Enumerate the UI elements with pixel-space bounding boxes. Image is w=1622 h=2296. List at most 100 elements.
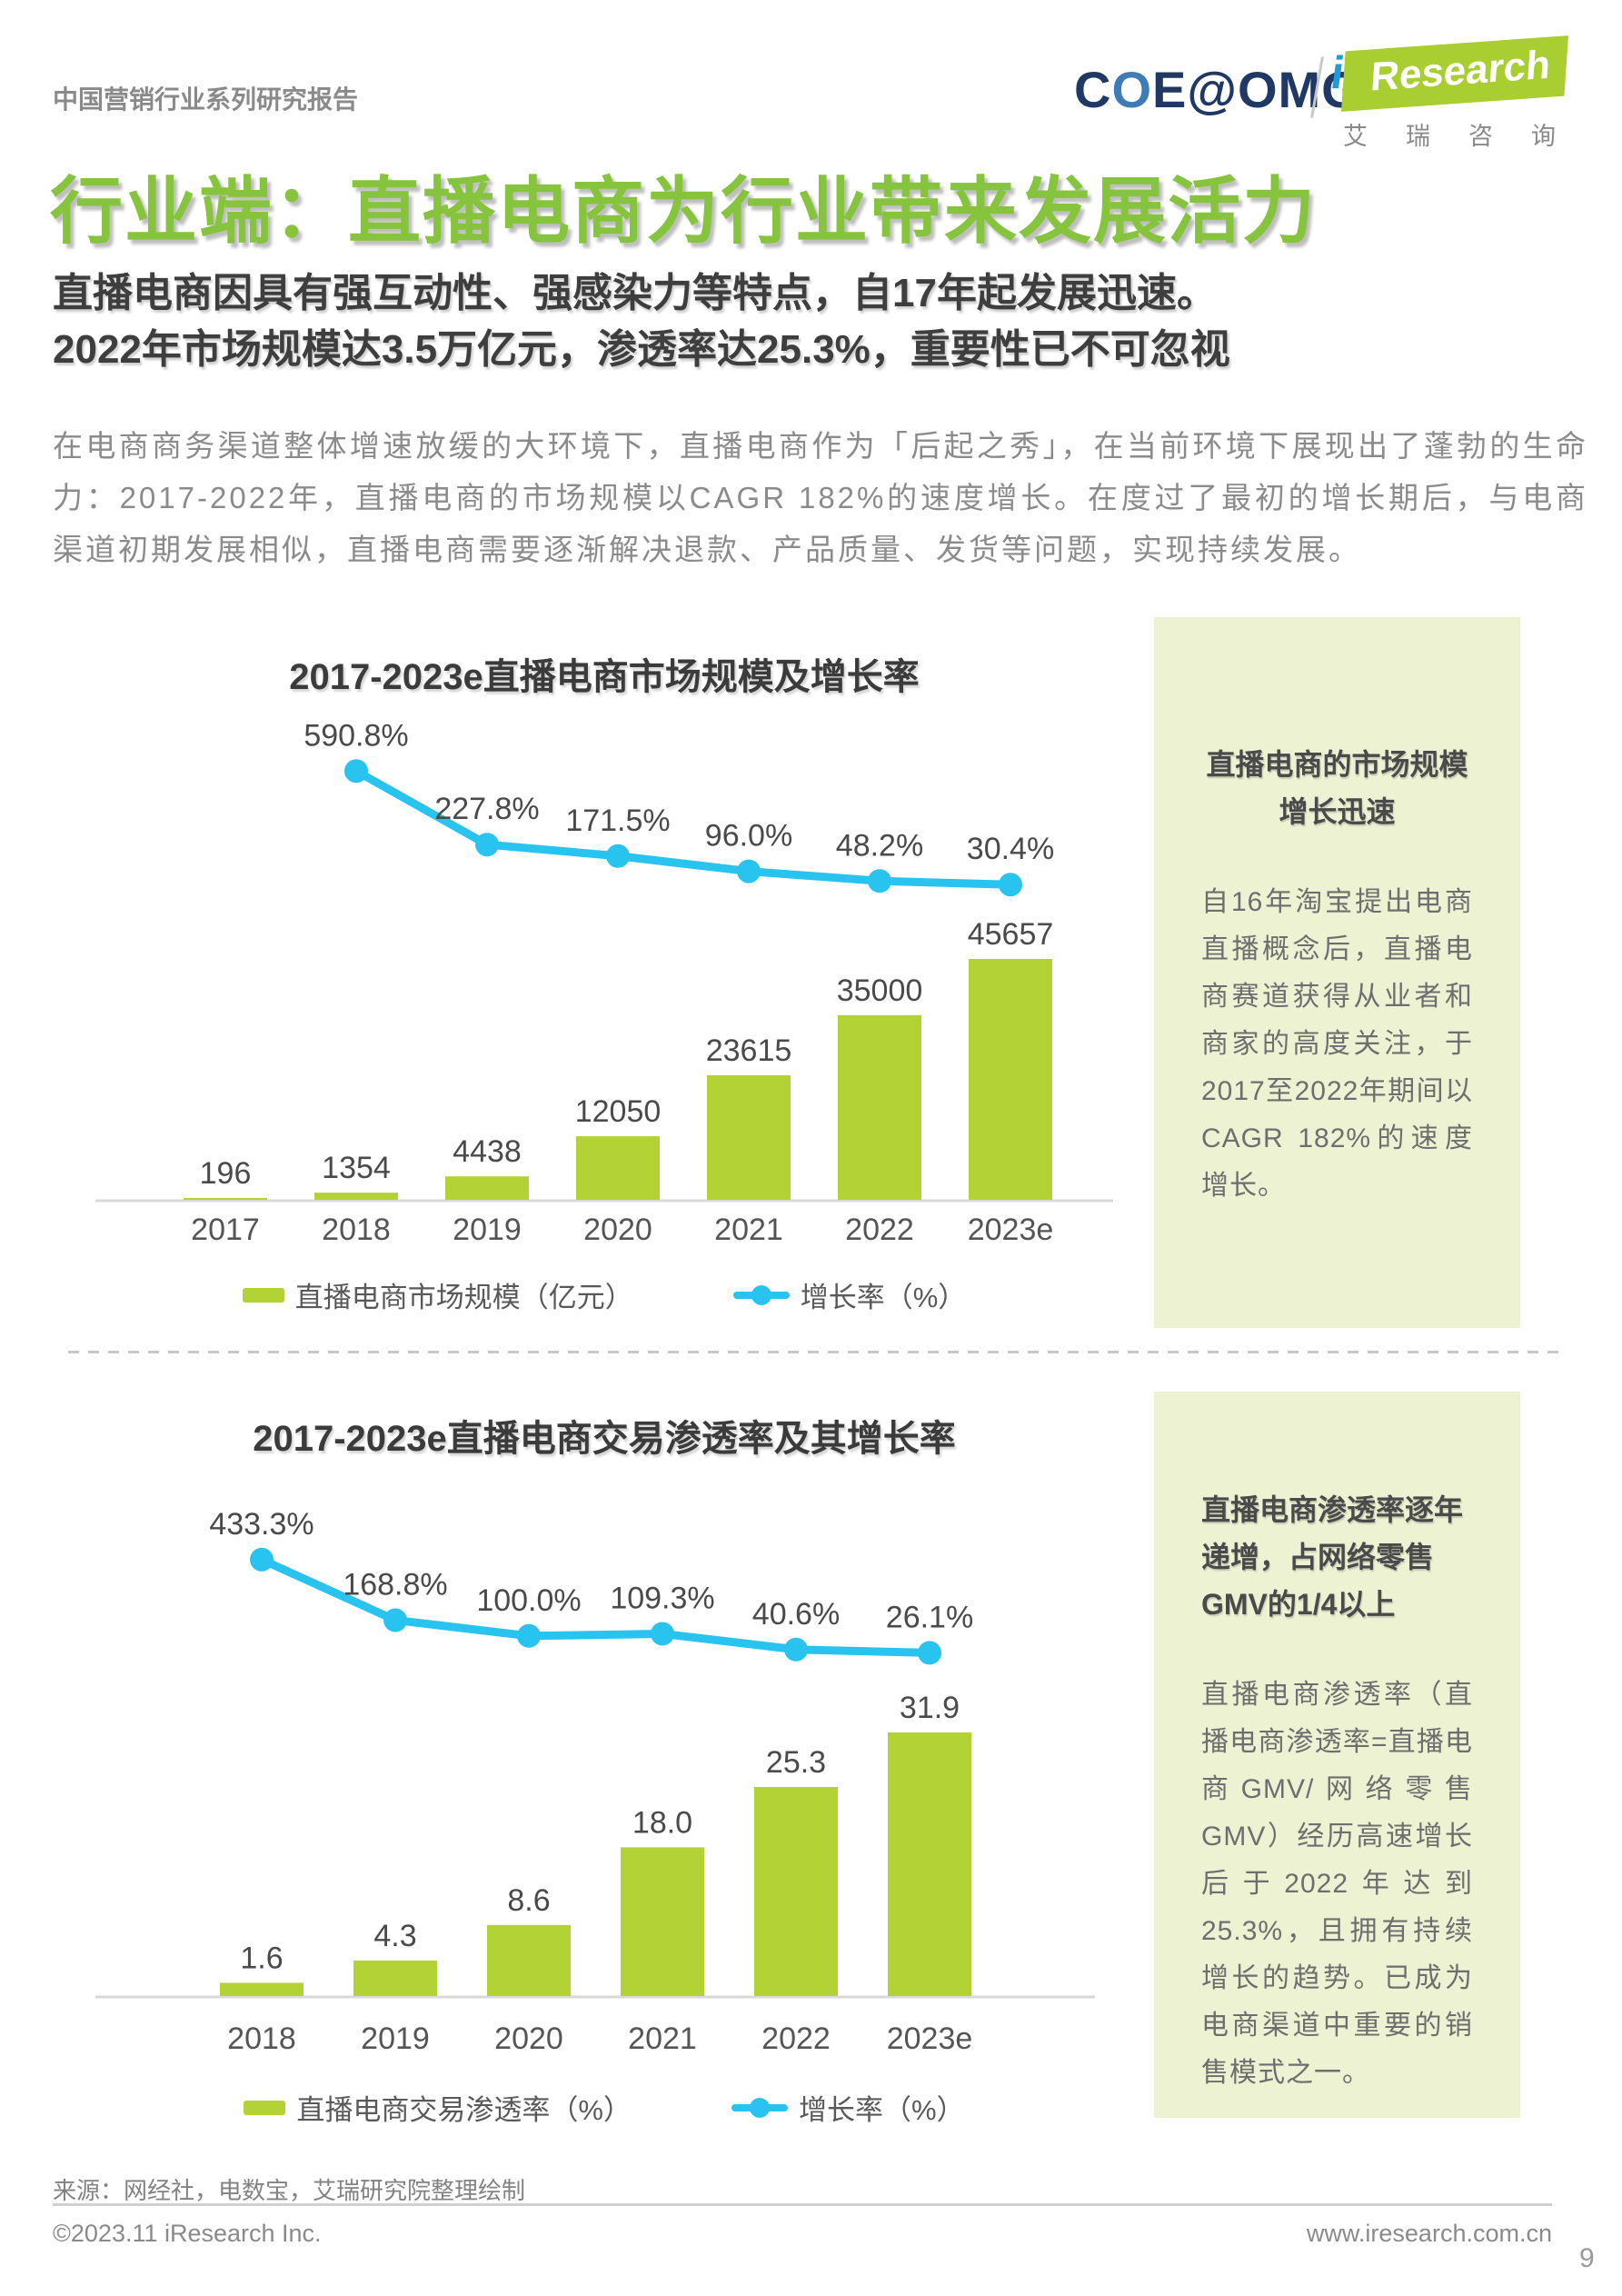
sidebar-note-body: 自16年淘宝提出电商直播概念后，直播电商赛道获得从业者和商家的高度关注，于201… [1201,887,1473,1201]
legend-item-growth-rate: 增长率（%） [732,1274,967,1315]
growth-value-label: 227.8% [434,792,539,826]
headline-line1: 直播电商因具有强互动性、强感染力等特点，自17年起发展迅速。 [53,271,1217,315]
bar [969,959,1052,1200]
category-label: 2023e [887,2021,973,2056]
bar-value-label: 18.0 [632,1805,692,1840]
bar-value-label: 1.6 [240,1941,283,1975]
category-label: 2017 [191,1213,260,1247]
growth-value-label: 171.5% [565,804,670,838]
bar-value-label: 8.6 [507,1883,550,1918]
growth-value-label: 590.8% [304,718,408,753]
iresearch-chinese-name: 艾瑞咨询 [1343,123,1594,150]
growth-dot [784,1637,808,1662]
bar [314,1193,398,1200]
legend-label: 直播电商交易渗透率（%） [296,2094,632,2126]
bar-swatch-icon [244,2100,286,2115]
bar-value-label: 25.3 [766,1745,826,1780]
bar-value-label: 45657 [968,917,1054,952]
growth-value-label: 168.8% [343,1567,447,1602]
bar-value-label: 1354 [322,1151,391,1185]
growth-value-label: 48.2% [836,828,923,863]
line-dot-icon [732,1284,790,1305]
bar [754,1787,838,1996]
legend-item-market-size: 直播电商市场规模（亿元） [242,1274,633,1315]
bar-value-label: 4.3 [373,1919,416,1953]
category-label: 2022 [845,1213,914,1247]
copyright: ©2023.11 iResearch Inc. [53,2220,322,2247]
bar [576,1136,660,1200]
growth-value-label: 100.0% [476,1583,581,1618]
iresearch-logo-shape: i Research [1328,35,1569,112]
growth-line [257,1555,934,1657]
footer-divider [53,2203,1552,2206]
dashed-divider [68,1351,1558,1353]
legend-label: 增长率（%） [799,2094,965,2126]
growth-dot [918,1641,941,1665]
bar [621,1847,704,1996]
legend-item-penetration: 直播电商交易渗透率（%） [244,2087,632,2128]
category-label: 2018 [227,2021,296,2056]
growth-value-label: 109.3% [610,1581,714,1615]
growth-dot [606,844,630,868]
headline: 直播电商因具有强互动性、强感染力等特点，自17年起发展迅速。 2022年市场规模… [53,265,1230,378]
sidebar-note-market-size: 直播电商的市场规模增长迅速 自16年淘宝提出电商直播概念后，直播电商赛道获得从业… [1154,617,1520,1328]
iresearch-logo-text: Research [1368,42,1552,100]
growth-value-label: 40.6% [752,1597,840,1632]
growth-dot [475,833,499,857]
sidebar-note-penetration: 直播电商渗透率逐年递增，占网络零售GMV的1/4以上 直播电商渗透率（直播电商渗… [1154,1392,1520,2118]
category-label: 2020 [583,1213,652,1247]
series-label: 中国营销行业系列研究报告 [53,85,359,114]
bar [838,1014,921,1200]
bar [445,1176,529,1200]
chart1-title: 2017-2023e直播电商市场规模及增长率 [289,657,920,697]
category-label: 2022 [761,2021,831,2056]
headline-line2: 2022年市场规模达3.5万亿元，渗透率达25.3%，重要性已不可忽视 [53,327,1230,372]
coe-letters-rest: E@OMG [1152,61,1362,118]
chart2-title: 2017-2023e直播电商交易渗透率及其增长率 [253,1419,956,1459]
line-dot-icon [731,2097,788,2118]
bar [353,1960,437,1996]
bar-value-label: 196 [200,1156,252,1191]
bar-value-label: 35000 [837,973,923,1008]
chart1-market-size: 196 2017 1354 2018 4438 2019 12050 2020 23615 202… [95,718,1113,1247]
coe-omg-logo: COE@OMG [1074,60,1362,119]
bar-swatch-icon [242,1287,284,1303]
bar-value-label: 31.9 [900,1691,960,1725]
bar-value-label: 4438 [453,1134,522,1169]
bar-value-label: 23615 [706,1033,792,1068]
category-label: 2018 [322,1213,391,1247]
growth-dot [651,1622,674,1646]
legend-item-growth-rate: 增长率（%） [731,2087,965,2128]
iresearch-logo-i: i [1328,46,1348,99]
coe-letter: C [1074,61,1112,118]
growth-dot [517,1623,541,1648]
growth-dot [344,759,368,784]
category-label: 2021 [628,2021,697,2056]
legend-label: 增长率（%） [800,1282,967,1313]
bar [184,1198,267,1200]
bar-value-label: 12050 [575,1094,662,1129]
page-number: 9 [1579,2243,1595,2273]
bar [220,1982,304,1996]
bar [888,1732,971,1996]
bar [707,1074,791,1200]
growth-dot [737,859,761,883]
growth-value-label: 26.1% [886,1600,973,1634]
growth-dot [250,1547,274,1572]
sidebar-note-title: 直播电商的市场规模增长迅速 [1206,748,1468,828]
category-label: 2019 [361,2021,430,2056]
intro-paragraph: 在电商商务渠道整体增速放缓的大环境下，直播电商作为「后起之秀」，在当前环境下展现… [53,429,1588,566]
growth-value-label: 433.3% [209,1507,313,1542]
growth-dot [868,869,891,893]
legend-label: 直播电商市场规模（亿元） [294,1282,633,1313]
bar [487,1924,571,1996]
sidebar-note-title: 直播电商渗透率逐年递增，占网络零售GMV的1/4以上 [1201,1493,1464,1621]
chart2-penetration: 1.6 2018 4.3 2019 8.6 2020 18.0 2021 25.3 2022 31.… [95,1507,1095,2056]
chart1-legend: 直播电商市场规模（亿元） 增长率（%） [77,1274,1131,1315]
growth-dot [999,873,1022,897]
website-url: www.iresearch.com.cn [1306,2220,1552,2247]
category-label: 2021 [714,1213,783,1247]
growth-value-label: 96.0% [705,819,792,854]
growth-dot [383,1608,407,1632]
